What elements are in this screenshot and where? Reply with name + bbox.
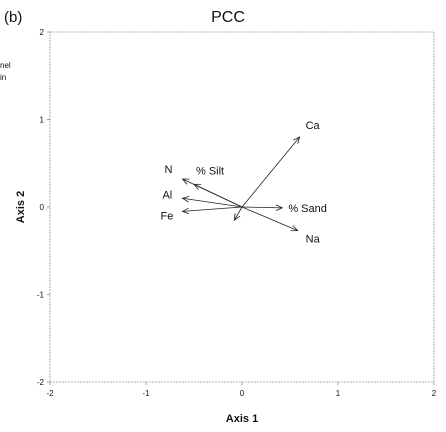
axis-ticks: -2 -1 0 1 2 -2 -1 0 1 2: [37, 28, 437, 398]
side-text-2: in: [0, 73, 6, 82]
y-tick-label: 1: [40, 116, 45, 125]
x-axis-title: Axis 1: [226, 413, 258, 425]
loading-vectors: Ca % Silt N Al Fe % Sand Na: [160, 120, 326, 246]
vector-label: Fe: [160, 210, 173, 222]
vector-label: Na: [306, 234, 321, 246]
vector-line: [182, 178, 243, 208]
panel-label: (b): [4, 9, 22, 26]
x-tick-label: -2: [46, 389, 54, 398]
y-tick-label: -1: [37, 291, 45, 300]
vector-line: [233, 206, 243, 221]
x-tick-label: -1: [142, 389, 150, 398]
y-tick-label: 2: [40, 28, 45, 37]
vector-label: % Sand: [288, 203, 327, 215]
y-tick-label: 0: [40, 203, 45, 212]
vector-line: [241, 206, 298, 231]
vector-arrowhead: [181, 207, 190, 215]
vector-line: [241, 136, 300, 208]
vector-line: [182, 206, 243, 212]
vector-arrowhead: [290, 225, 299, 232]
y-tick-label: -2: [37, 378, 45, 387]
side-text-1: nel: [0, 61, 11, 70]
vector-arrowhead: [181, 178, 190, 185]
vector-line: [182, 197, 243, 208]
y-axis-title: Axis 2: [15, 191, 27, 223]
vector-label: N: [164, 164, 172, 176]
x-tick-label: 2: [432, 389, 437, 398]
vector-label: Ca: [306, 120, 321, 132]
vector-arrowhead: [181, 195, 190, 203]
vector-label: % Silt: [196, 165, 224, 177]
vector-label: Al: [162, 189, 172, 201]
x-tick-label: 0: [240, 389, 245, 398]
vector-arrowhead: [293, 136, 301, 144]
vector-line: [241, 206, 283, 209]
chart-title: PCC: [211, 9, 245, 26]
x-tick-label: 1: [336, 389, 341, 398]
vector-arrowhead: [275, 204, 284, 211]
vector-arrowhead: [233, 213, 241, 221]
